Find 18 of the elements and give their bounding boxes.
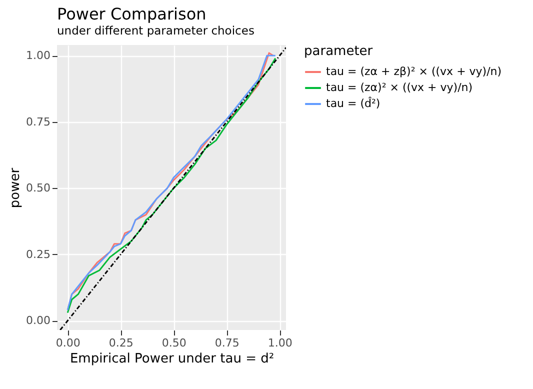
x-tick-label: 0.00 <box>56 336 80 350</box>
chart-subtitle: under different parameter choices <box>57 24 254 38</box>
legend-label: tau = (d̂²) <box>326 96 380 110</box>
legend-label: tau = (zα)² × ((vx + vy)/n) <box>326 81 473 94</box>
x-tick-label: 0.25 <box>108 336 134 350</box>
y-axis-title: power <box>8 167 24 208</box>
y-tick-label: 0.75 <box>26 115 50 128</box>
y-tick-label: 0.50 <box>26 182 50 195</box>
y-tick-label: 0.25 <box>26 248 50 261</box>
y-tick-label: 1.00 <box>26 49 50 62</box>
x-tick-label: 1.00 <box>268 336 292 350</box>
y-tick-label: 0.00 <box>26 314 50 328</box>
x-axis-title: Empirical Power under tau = d² <box>70 352 274 366</box>
x-tick-label: 0.75 <box>214 336 240 350</box>
x-tick-label: 0.50 <box>162 336 186 350</box>
legend-label: tau = (zα + zβ)² × ((vx + vy)/n) <box>326 65 502 78</box>
legend-title: parameter <box>304 44 374 59</box>
chart-title: Power Comparison <box>57 4 206 24</box>
